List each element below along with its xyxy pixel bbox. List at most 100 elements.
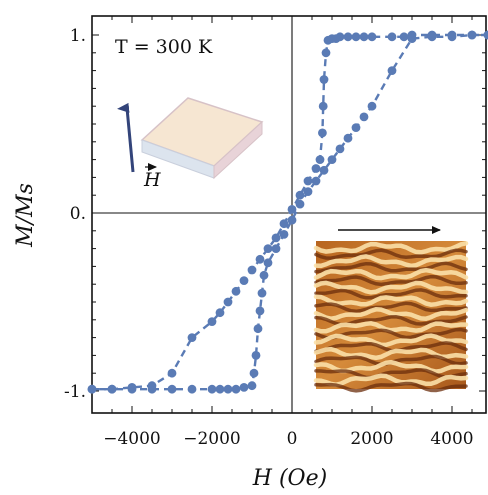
ascending-data-point — [253, 324, 263, 334]
descending-data-point — [351, 32, 361, 42]
domain-image-inset — [313, 226, 469, 393]
ascending-data-point — [427, 32, 437, 42]
descending-data-point — [311, 164, 321, 173]
ascending-data-point — [295, 199, 305, 209]
descending-data-point — [321, 48, 331, 58]
descending-data-point — [387, 32, 397, 42]
domain-stripe-dark — [314, 368, 468, 380]
ascending-data-point — [127, 384, 137, 394]
descending-data-point — [271, 233, 281, 243]
domain-stripe-light — [313, 241, 469, 255]
series-layer — [87, 30, 488, 394]
axis-tick-labels: −4000 −2000 0 2000 4000 -1. 0. 1. — [64, 26, 474, 449]
domain-stripe-light — [313, 321, 469, 334]
ascending-data-point — [303, 187, 313, 197]
descending-data-point — [303, 176, 313, 186]
descending-data-point — [343, 32, 353, 42]
ascending-data-point — [107, 384, 117, 394]
y-tick-label: -1. — [64, 382, 86, 402]
y-tick-label: 1. — [70, 26, 86, 46]
ascending-data-point — [327, 155, 337, 165]
descending-data-point — [287, 205, 297, 214]
ascending-data-point — [239, 383, 249, 392]
ascending-data-point — [231, 384, 241, 394]
axis-ticks — [91, 16, 486, 413]
descending-data-point — [255, 254, 265, 264]
domain-stripe-light — [313, 333, 469, 348]
ascending-data-point — [251, 351, 261, 360]
domain-stripe-dark — [314, 274, 468, 287]
descending-data-point — [279, 219, 289, 229]
descending-data-point — [295, 190, 305, 200]
descending-data-point — [318, 101, 328, 111]
domain-stripe-light — [313, 294, 469, 307]
ascending-data-point — [257, 288, 267, 298]
ascending-data-point — [215, 384, 225, 394]
ascending-data-point — [359, 112, 369, 122]
descending-data-point — [223, 297, 233, 307]
x-axis-title: H (Oe) — [252, 466, 327, 491]
ascending-data-point — [147, 384, 157, 394]
ascending-data-point — [279, 230, 289, 239]
descending-data-point — [323, 35, 333, 45]
temperature-annotation: T = 300 K — [115, 36, 213, 58]
domain-stripe-dark — [314, 248, 468, 260]
descending-data-point — [399, 32, 409, 42]
field-arrow-icon — [117, 102, 135, 173]
descending-data-point — [187, 333, 197, 342]
plot-frame — [91, 15, 487, 414]
descending-branch-line — [92, 33, 488, 391]
film-side-face — [213, 120, 263, 180]
descending-data-point — [315, 155, 325, 165]
domain-stripe-dark — [314, 381, 468, 393]
y-axis-title: M/Ms — [13, 183, 38, 248]
ascending-data-point — [167, 384, 177, 394]
ascending-data-point — [407, 34, 417, 43]
ascending-data-point — [351, 123, 361, 132]
ascending-data-point — [247, 381, 257, 391]
ascending-data-point — [311, 176, 321, 186]
ascending-data-point — [271, 244, 281, 254]
descending-data-point — [215, 308, 225, 318]
ascending-data-point — [483, 30, 488, 40]
domain-stripe-light — [313, 280, 469, 295]
ascending-data-point — [263, 258, 273, 268]
field-arrow-label: H — [143, 169, 161, 191]
domain-stripe-light — [313, 307, 469, 321]
descending-data-point — [231, 286, 241, 296]
domain-stripe-light — [313, 267, 469, 281]
ascending-data-point — [207, 384, 217, 394]
descending-data-point — [167, 368, 177, 378]
x-tick-label: −2000 — [183, 429, 241, 449]
domain-stripe-dark — [314, 288, 468, 300]
x-tick-label: −4000 — [103, 429, 161, 449]
domain-stripe-light — [313, 254, 469, 269]
film-inset: H — [117, 97, 264, 191]
ascending-data-point — [343, 133, 353, 143]
descending-data-point — [263, 244, 273, 254]
ascending-data-point — [223, 384, 233, 394]
descending-data-point — [318, 128, 327, 138]
ascending-data-point — [467, 30, 477, 40]
ascending-data-point — [319, 165, 329, 175]
descending-data-point — [319, 75, 329, 84]
ascending-data-point — [447, 32, 457, 42]
descending-data-point — [247, 265, 257, 275]
ascending-data-point — [259, 270, 269, 280]
ascending-data-point — [249, 368, 259, 378]
x-tick-label: 2000 — [350, 429, 393, 449]
descending-data-point — [239, 276, 249, 285]
descending-data-point — [207, 317, 217, 326]
descending-data-point — [359, 32, 369, 42]
ascending-data-point — [255, 306, 265, 316]
y-tick-label: 0. — [70, 204, 86, 224]
ascending-data-point — [335, 144, 345, 154]
ascending-data-point — [387, 66, 397, 75]
descending-data-point — [367, 32, 377, 42]
x-tick-label: 0 — [287, 429, 298, 449]
ascending-data-point — [287, 215, 297, 225]
domain-stripes — [313, 241, 469, 393]
domain-stripe-light — [313, 373, 469, 387]
domain-stripe-dark — [314, 301, 468, 314]
